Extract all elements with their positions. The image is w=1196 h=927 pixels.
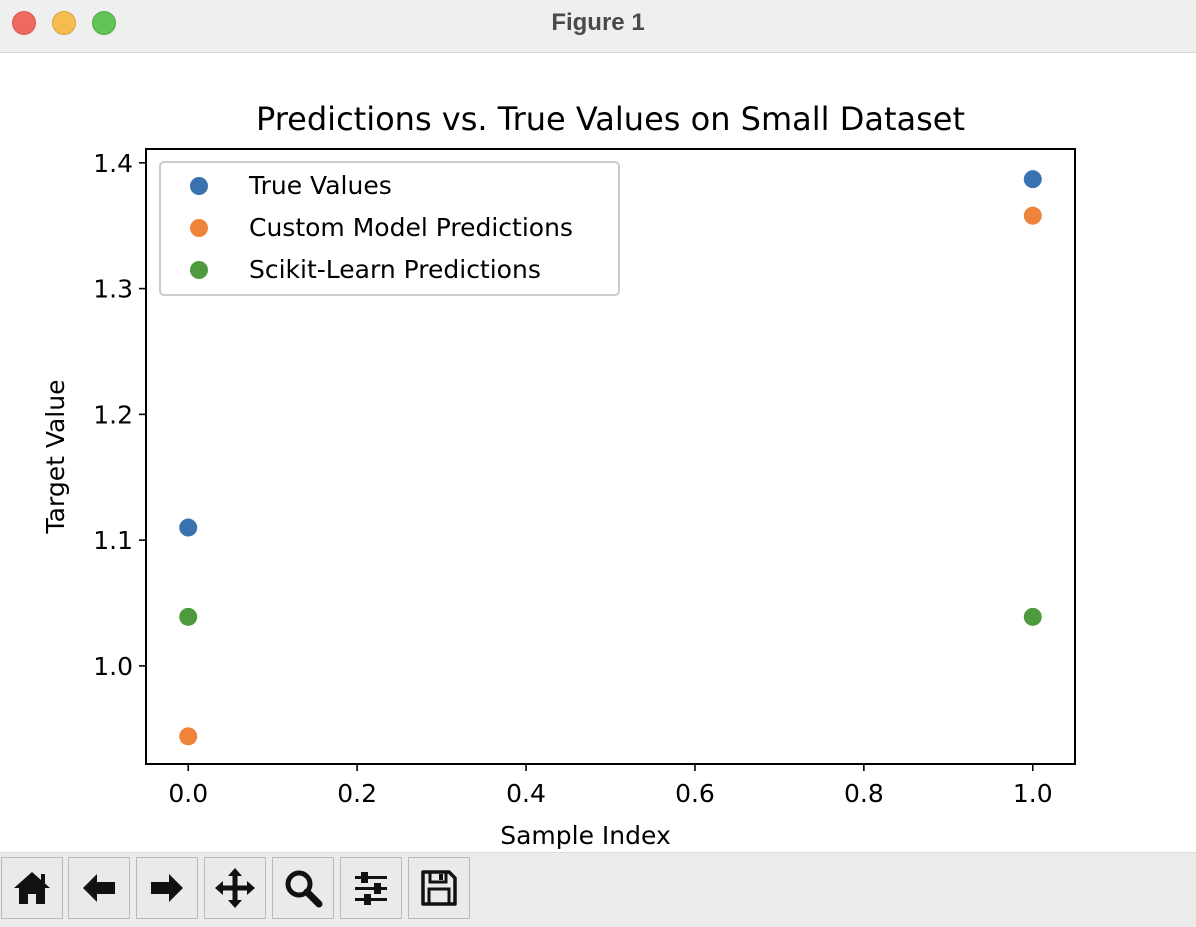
figure-canvas: Predictions vs. True Values on Small Dat… <box>0 53 1196 852</box>
axes-frame <box>145 148 1076 765</box>
save-button[interactable] <box>408 857 470 919</box>
data-point <box>1023 607 1042 626</box>
floppy-disk-icon <box>421 870 457 906</box>
x-tick-label: 0.6 <box>675 779 715 808</box>
legend-marker <box>190 177 208 195</box>
arrow-right-icon <box>151 874 183 902</box>
y-tick-label: 1.1 <box>93 526 133 555</box>
x-tick-label: 1.0 <box>1013 779 1053 808</box>
window-titlebar: Figure 1 <box>0 0 1196 53</box>
back-button[interactable] <box>68 857 130 919</box>
maximize-window-button[interactable] <box>92 11 116 35</box>
y-tick-label: 1.3 <box>93 275 133 304</box>
magnifier-icon <box>285 870 323 908</box>
data-point <box>1023 206 1042 225</box>
move-icon <box>215 868 255 908</box>
sliders-icon <box>355 872 387 905</box>
data-point <box>179 727 198 746</box>
y-axis-label: Target Value <box>41 380 70 535</box>
legend-label: Scikit-Learn Predictions <box>249 255 541 284</box>
x-tick-label: 0.0 <box>168 779 208 808</box>
legend-box <box>159 161 620 296</box>
x-tick-label: 0.8 <box>844 779 884 808</box>
data-point <box>179 607 198 626</box>
window-title: Figure 1 <box>551 9 645 36</box>
x-axis-label: Sample Index <box>500 821 671 850</box>
arrow-left-icon <box>83 874 115 902</box>
legend-marker <box>190 261 208 279</box>
configure-subplots-button[interactable] <box>340 857 402 919</box>
minimize-window-button[interactable] <box>52 11 76 35</box>
forward-button[interactable] <box>136 857 198 919</box>
scatter-chart: Predictions vs. True Values on Small Dat… <box>41 100 1076 850</box>
pan-button[interactable] <box>204 857 266 919</box>
y-tick-label: 1.4 <box>93 149 133 178</box>
x-tick-label: 0.4 <box>506 779 546 808</box>
legend-label: Custom Model Predictions <box>249 213 573 242</box>
legend-label: True Values <box>248 171 392 200</box>
navigation-toolbar <box>0 852 1196 927</box>
data-point <box>179 518 198 537</box>
x-tick-label: 0.2 <box>337 779 377 808</box>
data-point <box>1023 170 1042 189</box>
home-icon <box>14 872 50 904</box>
close-window-button[interactable] <box>12 11 36 35</box>
legend-marker <box>190 219 208 237</box>
y-tick-label: 1.2 <box>93 400 133 429</box>
zoom-button[interactable] <box>272 857 334 919</box>
home-button[interactable] <box>1 857 63 919</box>
y-tick-label: 1.0 <box>93 652 133 681</box>
chart-title: Predictions vs. True Values on Small Dat… <box>256 100 965 138</box>
